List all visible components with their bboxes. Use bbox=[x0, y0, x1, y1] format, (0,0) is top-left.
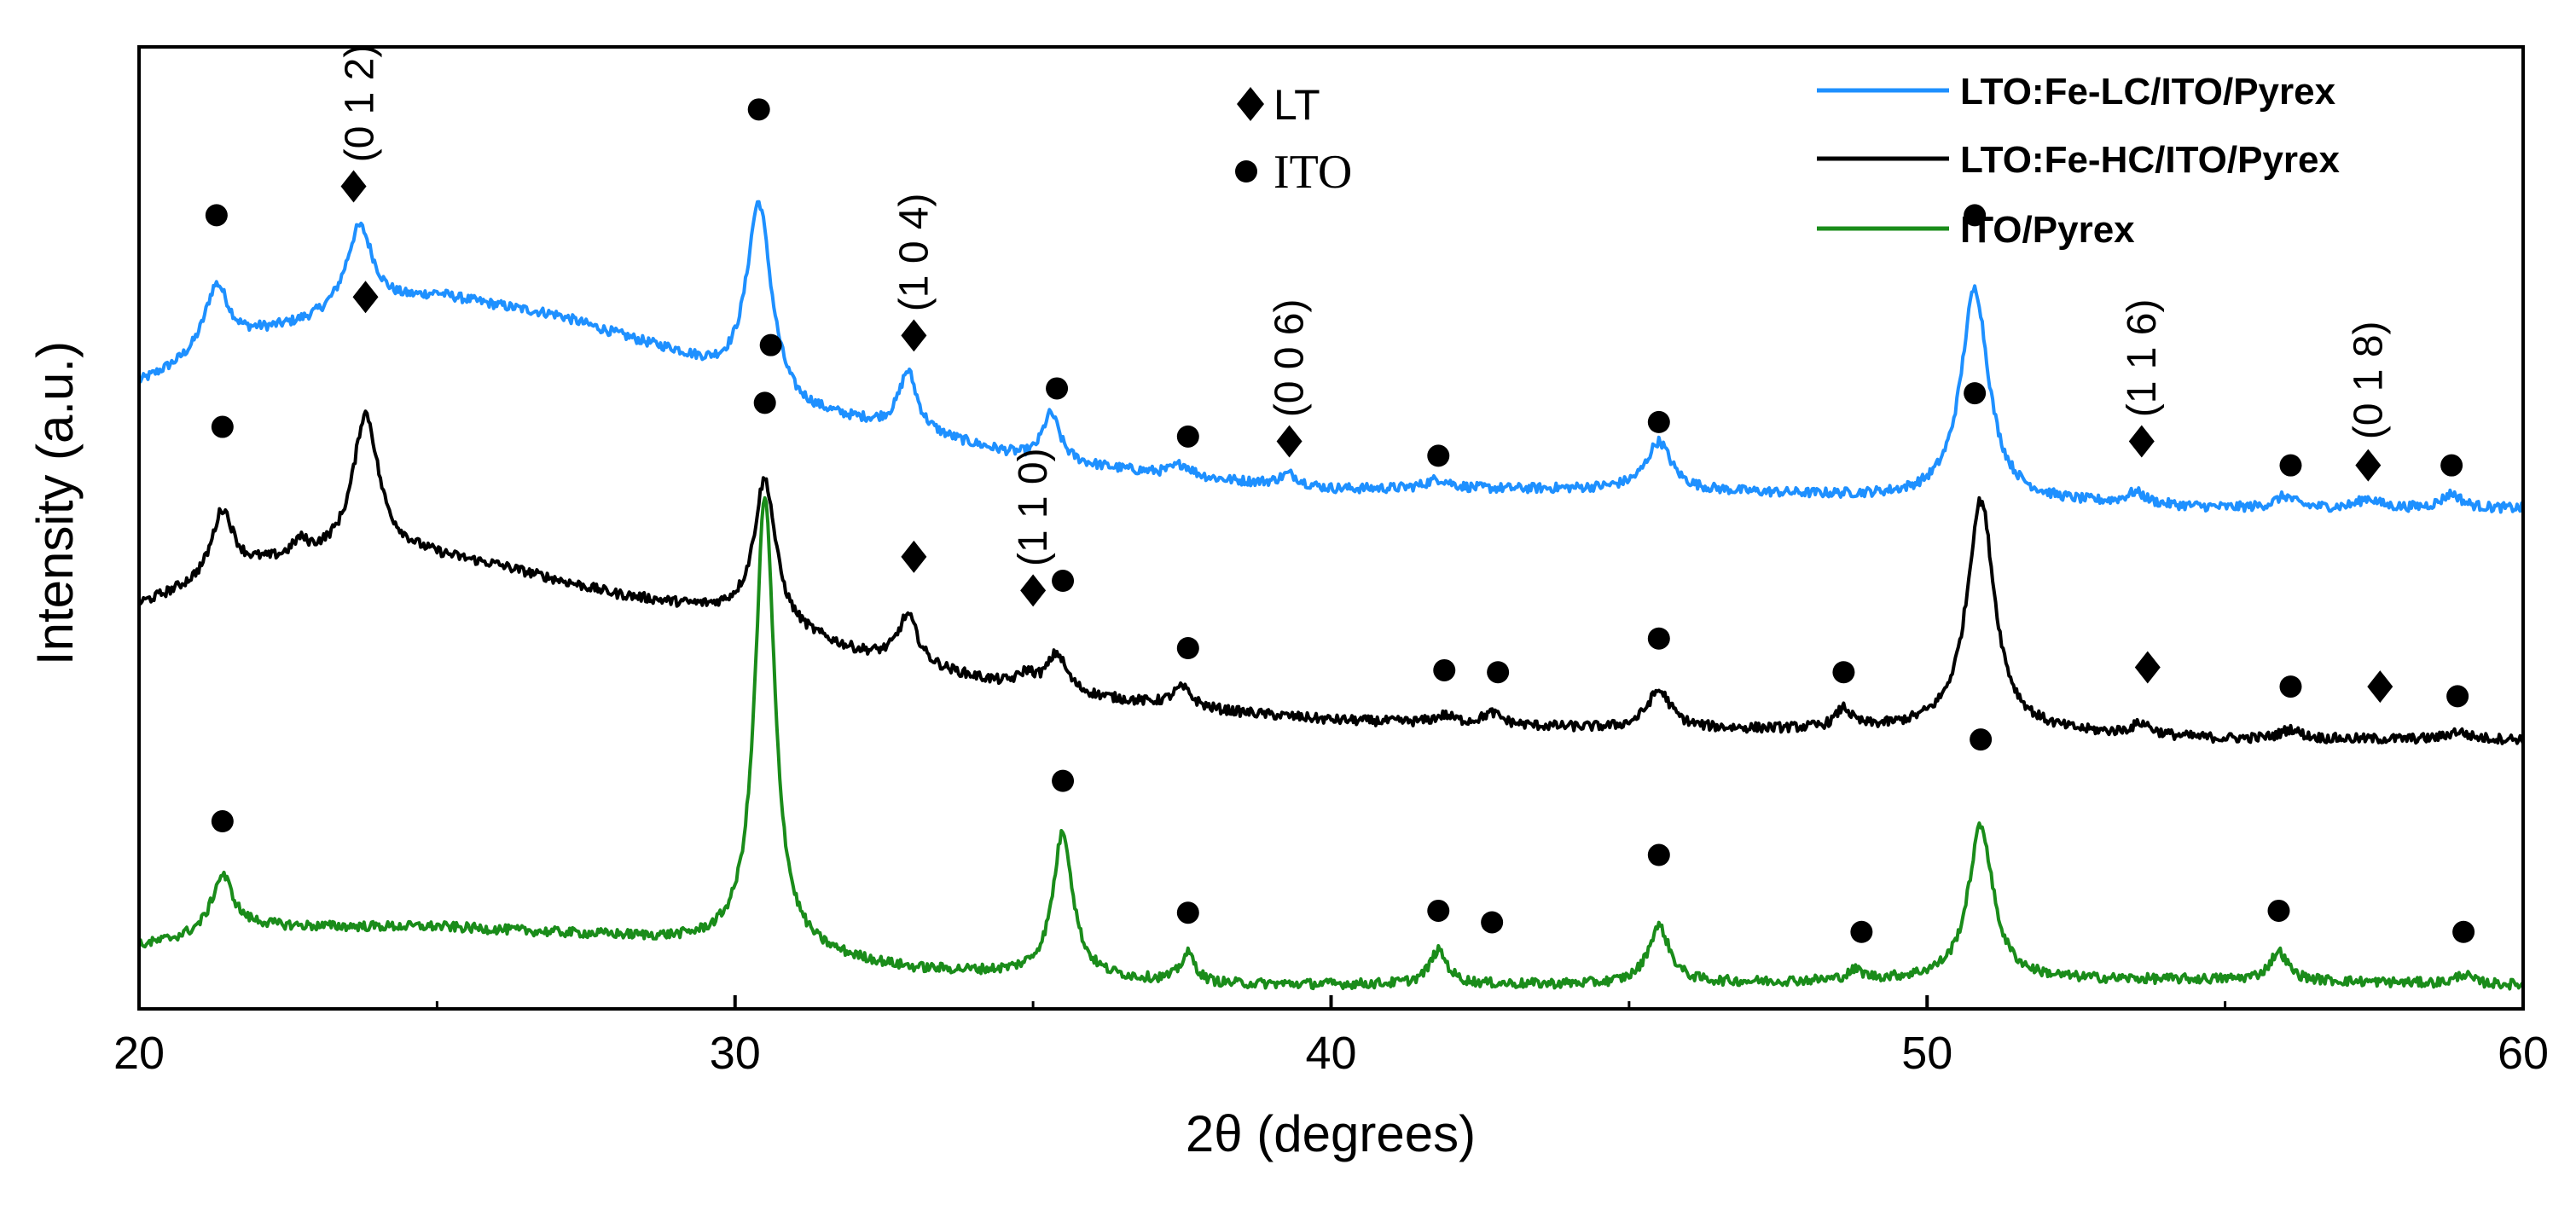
ito-peak-marker bbox=[1481, 911, 1504, 934]
series-line-lto-fe-hc bbox=[137, 409, 2525, 745]
series-line-lto-fe-lc bbox=[137, 200, 2525, 514]
ito-peak-marker bbox=[2279, 454, 2302, 477]
ito-peak-marker bbox=[211, 810, 234, 833]
marker-legend-label-lt: LT bbox=[1273, 81, 1320, 129]
x-tick-label: 60 bbox=[2498, 1028, 2549, 1079]
miller-index-label: (1 1 6) bbox=[2120, 299, 2165, 418]
ito-peak-marker bbox=[1964, 382, 1987, 405]
lt-peak-marker bbox=[340, 170, 367, 203]
ito-peak-marker bbox=[2279, 675, 2302, 698]
ito-peak-marker bbox=[1647, 627, 1670, 650]
y-axis-title: Intensity (a.u.) bbox=[26, 341, 84, 665]
ito-peak-marker bbox=[1176, 637, 1199, 659]
ito-peak-marker bbox=[1487, 661, 1510, 684]
axes-layer: 20 30 40 50 60 bbox=[113, 45, 2549, 1079]
legend-label-lto-fe-hc: LTO:Fe-HC/ITO/Pyrex bbox=[1960, 139, 2341, 181]
lt-peak-marker bbox=[2355, 449, 2382, 482]
miller-index-label: (0 1 2) bbox=[338, 44, 383, 163]
legend-item-lto-fe-lc: LTO:Fe-LC/ITO/Pyrex bbox=[1817, 71, 2336, 113]
ito-peak-marker bbox=[1964, 204, 1987, 227]
miller-index-label: (1 0 4) bbox=[891, 193, 937, 311]
ito-peak-marker bbox=[747, 98, 770, 121]
ito-peak-marker bbox=[211, 415, 234, 438]
x-tick-label: 40 bbox=[1305, 1028, 1356, 1079]
legend-item-ito-pyrex: ITO/Pyrex bbox=[1817, 209, 2135, 251]
ito-peak-marker bbox=[1052, 769, 1075, 792]
marker-legend-item-ito: ITO bbox=[1235, 146, 1352, 199]
peak-marker-layer bbox=[205, 98, 2475, 943]
lt-peak-marker bbox=[2134, 651, 2161, 684]
peak-label-layer: (0 1 2) (1 0 4) (0 0 6) (1 1 0) (1 1 6) (0 1 … bbox=[338, 44, 2392, 566]
ito-peak-marker bbox=[2267, 899, 2290, 922]
ito-peak-marker bbox=[1427, 899, 1450, 922]
marker-legend-item-lt: LT bbox=[1237, 81, 1320, 129]
legend-label-ito-pyrex: ITO/Pyrex bbox=[1960, 209, 2135, 251]
ito-peak-marker bbox=[205, 204, 228, 227]
lt-peak-marker bbox=[2128, 425, 2155, 458]
lt-peak-marker bbox=[1020, 574, 1047, 607]
circle-icon bbox=[1235, 160, 1257, 183]
lt-peak-marker bbox=[1276, 425, 1303, 458]
lt-peak-marker bbox=[901, 319, 927, 352]
series-line-ito-pyrex bbox=[137, 495, 2525, 991]
ito-peak-marker bbox=[1052, 570, 1075, 593]
ito-peak-marker bbox=[753, 391, 776, 414]
ito-peak-marker bbox=[1176, 901, 1199, 924]
x-tick-label: 50 bbox=[1901, 1028, 1952, 1079]
ito-peak-marker bbox=[1647, 410, 1670, 433]
lt-peak-marker bbox=[2367, 670, 2393, 704]
legend-label-lto-fe-lc: LTO:Fe-LC/ITO/Pyrex bbox=[1960, 71, 2336, 113]
ito-peak-marker bbox=[2446, 685, 2469, 708]
ito-peak-marker bbox=[1176, 425, 1199, 448]
ito-peak-marker bbox=[2440, 454, 2463, 477]
x-axis-title: 2θ (degrees) bbox=[1186, 1105, 1476, 1162]
miller-index-label: (1 1 0) bbox=[1011, 448, 1056, 566]
series-layer bbox=[137, 200, 2525, 991]
ito-peak-marker bbox=[759, 333, 782, 356]
marker-legend: LT ITO bbox=[1235, 81, 1352, 199]
ito-peak-marker bbox=[1832, 661, 1855, 684]
x-tick-label: 20 bbox=[113, 1028, 165, 1079]
x-tick-label: 30 bbox=[710, 1028, 761, 1079]
legend-item-lto-fe-hc: LTO:Fe-HC/ITO/Pyrex bbox=[1817, 139, 2341, 181]
ito-peak-marker bbox=[1647, 843, 1670, 866]
lt-peak-marker bbox=[901, 540, 927, 573]
ito-peak-marker bbox=[1850, 920, 1873, 943]
ito-peak-marker bbox=[2452, 920, 2475, 943]
ito-peak-marker bbox=[1046, 377, 1069, 400]
marker-legend-label-ito: ITO bbox=[1273, 146, 1352, 199]
ito-peak-marker bbox=[1433, 658, 1456, 681]
diamond-icon bbox=[1237, 87, 1264, 121]
miller-index-label: (0 1 8) bbox=[2346, 321, 2391, 439]
series-legend: LTO:Fe-LC/ITO/Pyrex LTO:Fe-HC/ITO/Pyrex … bbox=[1817, 71, 2341, 251]
ito-peak-marker bbox=[1970, 728, 1993, 751]
miller-index-label: (0 0 6) bbox=[1268, 299, 1313, 418]
lt-peak-marker bbox=[352, 281, 379, 314]
ito-peak-marker bbox=[1427, 444, 1450, 467]
